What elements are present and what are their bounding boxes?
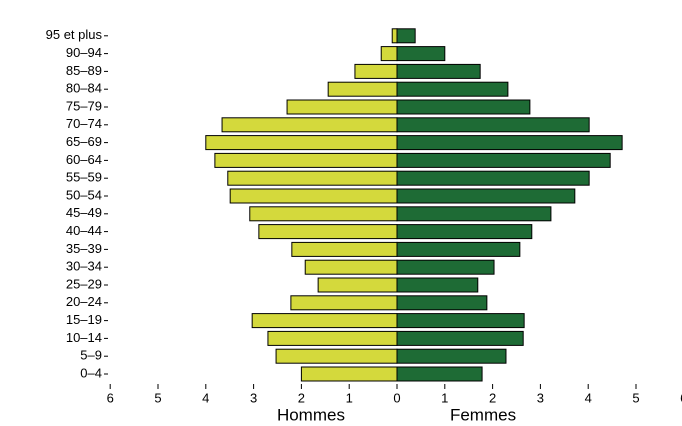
bar — [396, 46, 446, 62]
y-tick-label: 40–44 — [66, 223, 102, 238]
x-tick-label: 1 — [441, 390, 448, 405]
bar — [396, 224, 533, 240]
bar — [290, 295, 398, 311]
bar — [249, 206, 398, 222]
bar — [396, 366, 483, 382]
x-tick-label: 2 — [489, 390, 496, 405]
x-tick-label: 3 — [250, 390, 257, 405]
y-tick-label: 30–34 — [66, 259, 102, 274]
x-tick-label: 2 — [298, 390, 305, 405]
bar — [396, 206, 552, 222]
y-tick-label: 55–59 — [66, 170, 102, 185]
y-tick-label: 85–89 — [66, 63, 102, 78]
bar — [396, 295, 488, 311]
bar — [396, 117, 590, 133]
bar — [300, 366, 398, 382]
bar — [380, 46, 398, 62]
y-tick-label: 0–4 — [80, 365, 102, 380]
y-tick-label: 15–19 — [66, 312, 102, 327]
x-tick-label: 5 — [154, 390, 161, 405]
y-tick-label: 5–9 — [80, 348, 102, 363]
x-tick-label: 6 — [107, 390, 114, 405]
bar — [214, 152, 398, 168]
x-tick-label: 0 — [393, 390, 400, 405]
y-tick-label: 75–79 — [66, 98, 102, 113]
x-tick-label: 5 — [632, 390, 639, 405]
bar — [396, 63, 481, 79]
bar — [205, 135, 398, 151]
bar — [396, 313, 525, 329]
y-tick-label: 90–94 — [66, 45, 102, 60]
bar — [396, 241, 521, 257]
bar — [396, 28, 416, 44]
x-tick-label: 6 — [680, 390, 682, 405]
bar — [267, 330, 398, 346]
bar — [396, 330, 524, 346]
bar — [396, 99, 531, 115]
y-tick-label: 20–24 — [66, 294, 102, 309]
y-tick-label: 10–14 — [66, 330, 102, 345]
bar — [275, 348, 398, 364]
bar — [396, 188, 576, 204]
bar — [396, 170, 590, 186]
bar — [391, 28, 398, 44]
y-tick-label: 80–84 — [66, 81, 102, 96]
y-tick-label: 35–39 — [66, 241, 102, 256]
bar — [396, 348, 507, 364]
x-tick-label: 3 — [537, 390, 544, 405]
y-tick-label: 60–64 — [66, 152, 102, 167]
axis-label: Femmes — [450, 405, 516, 424]
y-tick-label: 25–29 — [66, 276, 102, 291]
y-tick-label: 65–69 — [66, 134, 102, 149]
bar — [396, 277, 479, 293]
bar — [354, 63, 398, 79]
bar — [327, 81, 398, 97]
bar — [396, 81, 509, 97]
bar — [396, 259, 495, 275]
bar — [251, 313, 398, 329]
axis-label: Hommes — [277, 405, 345, 424]
bar — [291, 241, 398, 257]
bar — [396, 152, 611, 168]
bar — [396, 135, 623, 151]
x-tick-label: 1 — [346, 390, 353, 405]
bar — [229, 188, 398, 204]
bar — [304, 259, 398, 275]
bar — [258, 224, 398, 240]
bar — [286, 99, 398, 115]
y-tick-label: 95 et plus — [46, 27, 103, 42]
y-tick-label: 50–54 — [66, 187, 102, 202]
x-tick-label: 4 — [202, 390, 209, 405]
y-tick-label: 45–49 — [66, 205, 102, 220]
y-tick-label: 70–74 — [66, 116, 102, 131]
bar — [221, 117, 398, 133]
bar — [227, 170, 398, 186]
x-tick-label: 4 — [585, 390, 592, 405]
bar — [317, 277, 398, 293]
